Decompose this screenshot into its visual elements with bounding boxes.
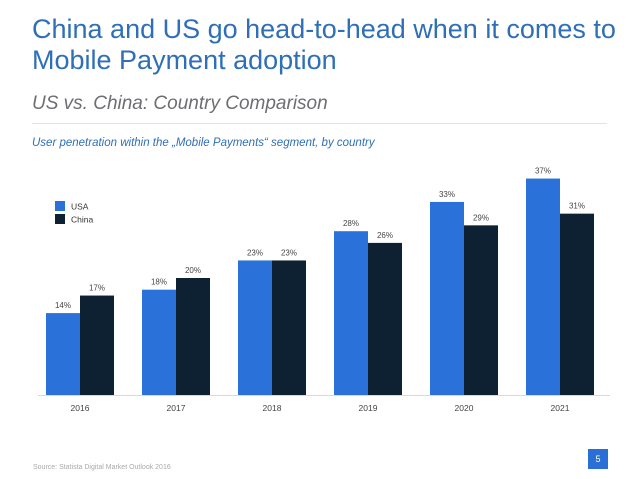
- data-label-usa-2018: 23%: [247, 248, 263, 257]
- bar-china-2021: [560, 213, 594, 395]
- source-note: Source: Statista Digital Market Outlook …: [33, 464, 171, 471]
- x-tick-label-2017: 2017: [167, 403, 186, 413]
- chart-caption: User penetration within the „Mobile Paym…: [32, 137, 375, 149]
- bar-usa-2020: [430, 201, 464, 395]
- legend-swatch-usa: [55, 201, 65, 211]
- bar-china-2019: [368, 242, 402, 395]
- bar-usa-2016: [46, 313, 80, 395]
- bar-usa-2019: [334, 231, 368, 395]
- data-label-usa-2021: 37%: [535, 167, 551, 176]
- bar-china-2020: [464, 225, 498, 395]
- bar-china-2018: [272, 260, 306, 395]
- x-tick-label-2019: 2019: [359, 403, 378, 413]
- data-label-china-2019: 26%: [377, 231, 393, 240]
- data-label-usa-2017: 18%: [151, 278, 167, 287]
- slide-subtitle: US vs. China: Country Comparison: [32, 93, 328, 114]
- data-label-usa-2016: 14%: [55, 301, 71, 310]
- data-label-china-2017: 20%: [185, 266, 201, 275]
- bar-usa-2017: [142, 289, 176, 395]
- data-label-china-2020: 29%: [473, 213, 489, 222]
- data-label-china-2016: 17%: [89, 284, 105, 293]
- legend-label-usa: USA: [71, 202, 89, 212]
- data-label-usa-2020: 33%: [439, 190, 455, 199]
- legend-swatch-china: [55, 214, 65, 224]
- x-tick-label-2021: 2021: [551, 403, 570, 413]
- legend-label-china: China: [71, 215, 93, 225]
- bar-china-2017: [176, 278, 210, 395]
- data-label-china-2018: 23%: [281, 248, 297, 257]
- data-label-usa-2019: 28%: [343, 219, 359, 228]
- x-tick-label-2018: 2018: [263, 403, 282, 413]
- x-tick-label-2016: 2016: [71, 403, 90, 413]
- bar-usa-2021: [526, 178, 560, 395]
- data-label-china-2021: 31%: [569, 202, 585, 211]
- page-number: 5: [588, 449, 608, 469]
- slide-title: China and US go head-to-head when it com…: [32, 14, 616, 75]
- bar-china-2016: [80, 295, 114, 395]
- divider: [32, 123, 607, 124]
- bar-usa-2018: [238, 260, 272, 395]
- x-tick-label-2020: 2020: [455, 403, 474, 413]
